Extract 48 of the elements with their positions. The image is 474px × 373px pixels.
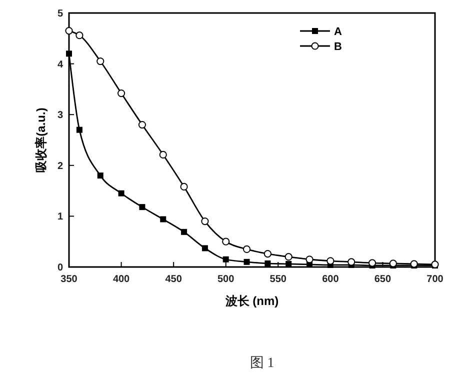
point bbox=[389, 260, 397, 268]
point bbox=[181, 228, 188, 235]
x-axis-title: 波长 (nm) bbox=[224, 294, 279, 308]
y-tick-label: 3 bbox=[57, 110, 64, 122]
point bbox=[159, 150, 167, 159]
y-axis-title: 吸收率(a.u.) bbox=[34, 108, 48, 172]
x-tick-label: 400 bbox=[112, 274, 130, 285]
point bbox=[222, 238, 230, 246]
point bbox=[306, 256, 314, 264]
point bbox=[242, 245, 251, 254]
point bbox=[97, 172, 104, 179]
y-tick-label: 4 bbox=[57, 59, 64, 70]
point bbox=[76, 32, 84, 40]
point bbox=[139, 204, 146, 210]
point bbox=[66, 50, 72, 57]
legend-label: A bbox=[334, 26, 342, 38]
point bbox=[264, 250, 272, 258]
point bbox=[138, 120, 146, 129]
y-tick-label: 5 bbox=[57, 8, 64, 20]
point bbox=[65, 26, 73, 35]
y-tick-label: 1 bbox=[57, 212, 64, 223]
legend-label: B bbox=[334, 41, 342, 53]
point bbox=[222, 256, 229, 262]
point bbox=[160, 216, 166, 222]
point bbox=[348, 258, 356, 266]
point bbox=[96, 57, 104, 66]
x-tick-label: 700 bbox=[426, 274, 444, 285]
x-tick-label: 600 bbox=[322, 274, 340, 285]
point bbox=[180, 182, 188, 191]
x-tick-label: 550 bbox=[270, 274, 287, 285]
x-tick-label: 650 bbox=[374, 274, 392, 285]
y-tick-label: 2 bbox=[57, 160, 64, 172]
point bbox=[202, 245, 208, 252]
x-tick-label: 350 bbox=[60, 274, 78, 285]
point bbox=[264, 260, 271, 266]
point bbox=[326, 257, 334, 265]
point bbox=[117, 89, 126, 98]
point bbox=[201, 217, 209, 226]
x-tick-label: 450 bbox=[165, 274, 182, 285]
caption: 图 1 bbox=[250, 356, 274, 371]
point bbox=[284, 253, 292, 261]
y-tick-label: 0 bbox=[57, 262, 64, 274]
point bbox=[244, 258, 250, 265]
point bbox=[368, 259, 376, 267]
point bbox=[76, 126, 82, 133]
x-tick-label: 500 bbox=[218, 274, 235, 285]
point bbox=[118, 190, 124, 196]
point bbox=[286, 260, 292, 267]
